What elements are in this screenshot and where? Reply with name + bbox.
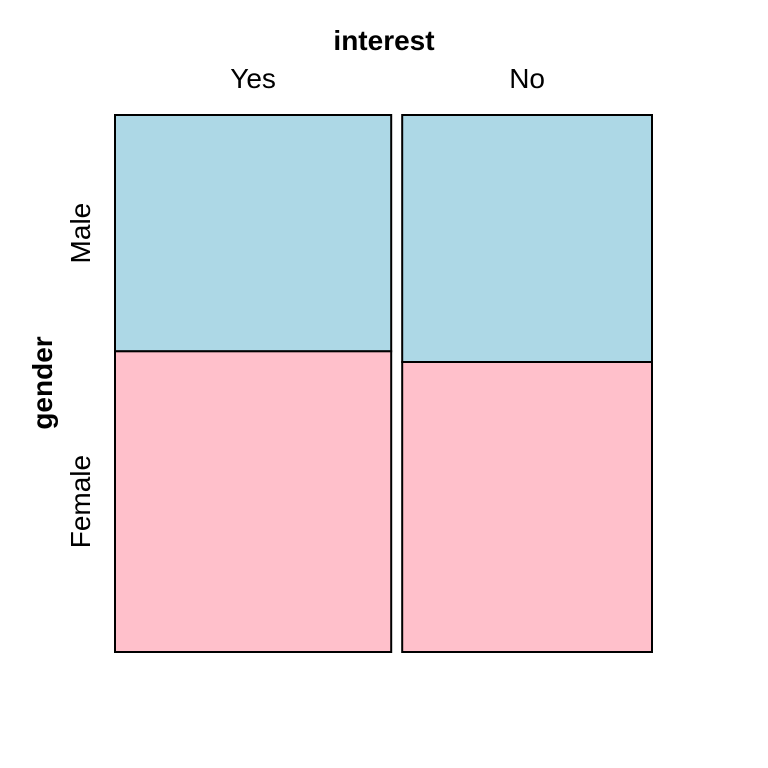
y-label-male: Male <box>65 203 96 264</box>
x-axis-title: interest <box>333 25 434 56</box>
x-label-no: No <box>509 63 545 94</box>
y-axis-title: gender <box>27 336 58 429</box>
mosaic-tiles <box>114 114 654 653</box>
tile-yes-male <box>114 114 393 353</box>
y-category-labels: Male Female <box>65 203 96 549</box>
y-label-female: Female <box>65 455 96 548</box>
x-category-labels: Yes No <box>230 63 545 94</box>
tile-no-male <box>401 114 654 363</box>
tile-no-female <box>401 361 654 653</box>
x-label-yes: Yes <box>230 63 276 94</box>
tile-yes-female <box>114 350 393 653</box>
